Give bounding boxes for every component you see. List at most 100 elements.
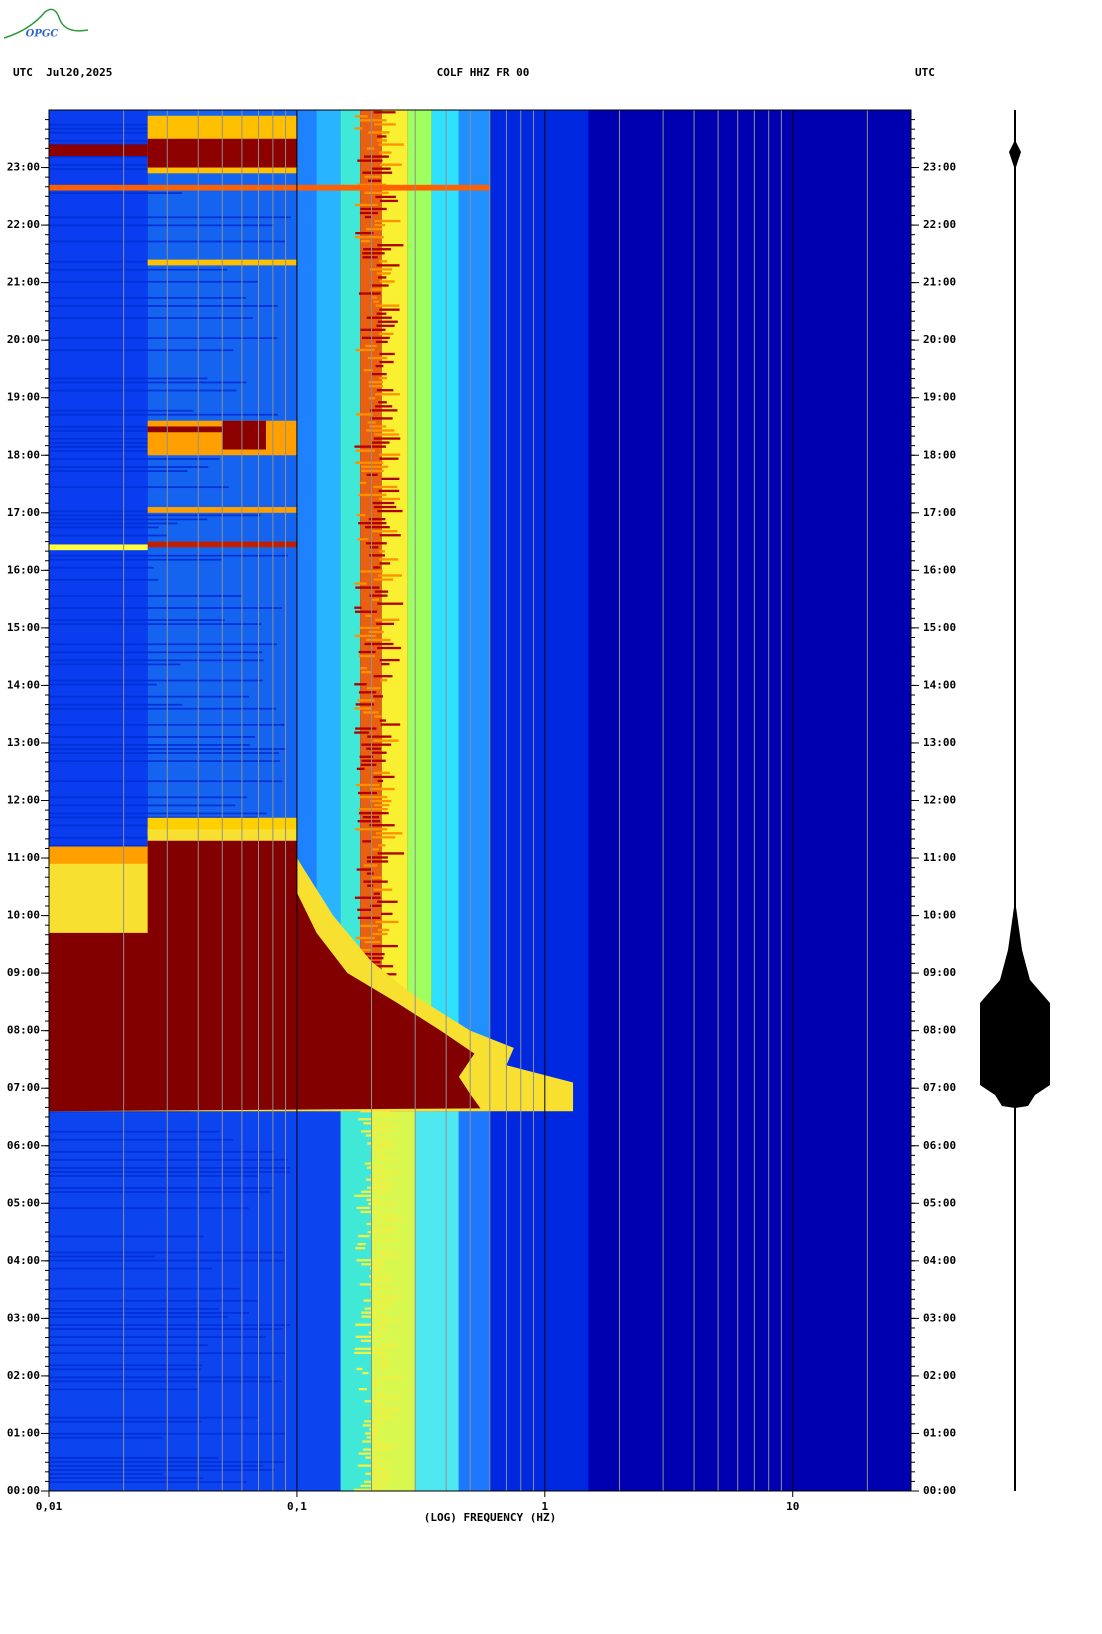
y-tick-label-right: 08:00 <box>923 1024 956 1037</box>
streak <box>49 518 208 521</box>
streak <box>375 618 400 621</box>
streak <box>49 131 200 134</box>
streak <box>49 534 167 537</box>
y-tick-label-right: 05:00 <box>923 1196 956 1209</box>
streak <box>49 1207 249 1210</box>
streak <box>354 236 384 239</box>
streak <box>362 1448 392 1451</box>
streak <box>375 195 396 199</box>
streak <box>355 231 374 235</box>
streak <box>49 192 182 195</box>
streak <box>49 1308 219 1310</box>
spectral-band <box>431 110 459 1112</box>
y-tick-label: 13:00 <box>7 736 40 749</box>
streak <box>49 466 209 468</box>
streak <box>358 521 387 525</box>
streak <box>354 1488 385 1491</box>
streak <box>377 139 387 142</box>
y-tick-label-right: 18:00 <box>923 448 956 461</box>
streak <box>362 171 393 174</box>
y-tick-label: 21:00 <box>7 276 40 289</box>
streak <box>377 779 384 783</box>
streak <box>49 623 262 625</box>
streak <box>379 1214 397 1218</box>
streak <box>49 1388 200 1391</box>
seismogram <box>980 110 1050 1491</box>
streak <box>381 477 400 480</box>
streak <box>372 876 383 879</box>
streak <box>360 1339 373 1342</box>
streak <box>357 699 375 702</box>
streak <box>377 852 405 855</box>
streak <box>374 1303 390 1306</box>
streak <box>374 1114 400 1117</box>
y-tick-label-right: 10:00 <box>923 909 956 922</box>
streak <box>49 1255 155 1258</box>
streak <box>49 413 278 416</box>
streak <box>377 276 387 279</box>
y-tick-label: 03:00 <box>7 1311 40 1324</box>
y-tick-label-right: 14:00 <box>923 678 956 691</box>
streak <box>49 216 291 219</box>
streak <box>377 900 398 903</box>
y-tick-label: 16:00 <box>7 563 40 576</box>
streak <box>49 824 151 827</box>
streak <box>362 256 378 259</box>
streak <box>367 687 381 690</box>
y-tick-label: 01:00 <box>7 1426 40 1439</box>
streak <box>373 775 395 779</box>
y-tick-label-right: 04:00 <box>923 1254 956 1267</box>
streak <box>361 469 384 472</box>
header-right: UTC <box>915 66 935 79</box>
streak <box>354 896 381 899</box>
streak <box>356 767 365 771</box>
streak <box>377 646 402 650</box>
axes: 0,01 0,1 1 10 00:00 00:00 01:00 01:00 02:00 02:00… <box>7 109 956 1513</box>
streak <box>380 199 399 203</box>
streak <box>49 1175 258 1177</box>
streak <box>361 957 384 960</box>
header-left: UTC Jul20,2025 <box>13 66 112 79</box>
streak <box>355 449 375 452</box>
streak <box>364 191 389 195</box>
burst <box>222 420 266 450</box>
y-tick-label-right: 07:00 <box>923 1081 956 1094</box>
streak <box>49 703 183 706</box>
streak <box>374 123 396 126</box>
streak <box>361 759 386 762</box>
streak <box>379 558 399 561</box>
streak <box>372 1146 395 1149</box>
streak <box>354 683 367 686</box>
y-tick-label-right: 01:00 <box>923 1426 956 1439</box>
streak <box>379 719 386 722</box>
streak <box>379 453 401 456</box>
streak <box>356 1259 383 1262</box>
streak <box>374 433 400 436</box>
streak <box>380 679 388 682</box>
streak <box>364 940 381 944</box>
streak <box>362 1440 383 1443</box>
streak <box>49 1150 275 1153</box>
streak <box>376 1154 387 1157</box>
streak <box>357 820 381 823</box>
streak <box>373 1468 391 1471</box>
streak <box>49 224 274 227</box>
spectral-band <box>489 110 589 1112</box>
streak <box>49 1364 203 1367</box>
streak <box>358 650 376 654</box>
streak <box>366 429 395 432</box>
streak <box>49 736 256 738</box>
y-tick-label: 12:00 <box>7 794 40 807</box>
header-center: COLF HHZ FR 00 <box>437 66 530 79</box>
streak <box>372 1291 382 1294</box>
streak <box>363 1122 392 1125</box>
y-tick-label: 04:00 <box>7 1254 40 1267</box>
streak <box>377 844 386 847</box>
streak <box>49 377 208 380</box>
streak <box>379 1255 400 1258</box>
streak <box>49 1187 275 1189</box>
streak <box>372 167 391 170</box>
streak <box>49 381 247 384</box>
logo: OPGC <box>26 29 59 40</box>
streak <box>354 203 378 207</box>
